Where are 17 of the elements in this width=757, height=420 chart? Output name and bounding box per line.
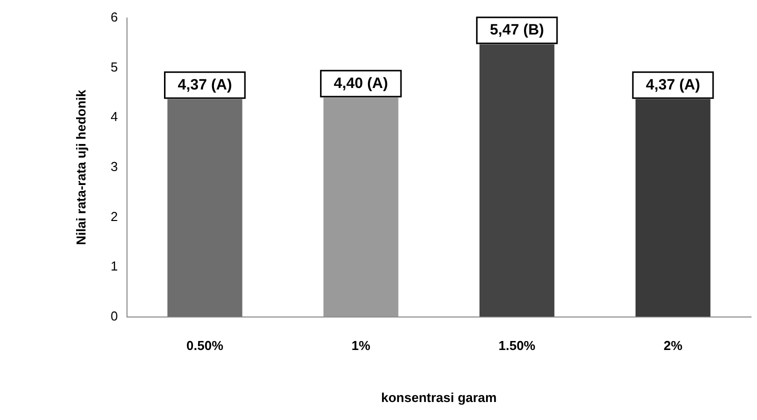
y-tick-label: 0 (110, 308, 118, 324)
data-label: 5,47 (B) (490, 22, 544, 39)
data-label: 4,37 (A) (646, 76, 700, 94)
x-tick-label: 1.50% (498, 338, 536, 354)
x-tick-label: 0.50% (186, 338, 224, 354)
y-tick-label: 6 (110, 10, 118, 25)
y-tick-label: 3 (110, 158, 118, 174)
x-tick-label: 1% (351, 338, 371, 354)
data-label: 4,37 (A) (178, 76, 232, 94)
y-tick-label: 5 (110, 59, 118, 74)
y-tick-label: 1 (110, 258, 118, 274)
y-axis-title: Nilai rata-rata uji hedonik (73, 88, 88, 246)
x-axis-title: konsentrasi garam (381, 390, 497, 405)
y-tick-label: 2 (110, 208, 118, 224)
y-tick-label: 4 (110, 109, 118, 124)
x-tick-label: 2% (664, 338, 683, 354)
data-label: 4,40 (A) (334, 74, 388, 92)
